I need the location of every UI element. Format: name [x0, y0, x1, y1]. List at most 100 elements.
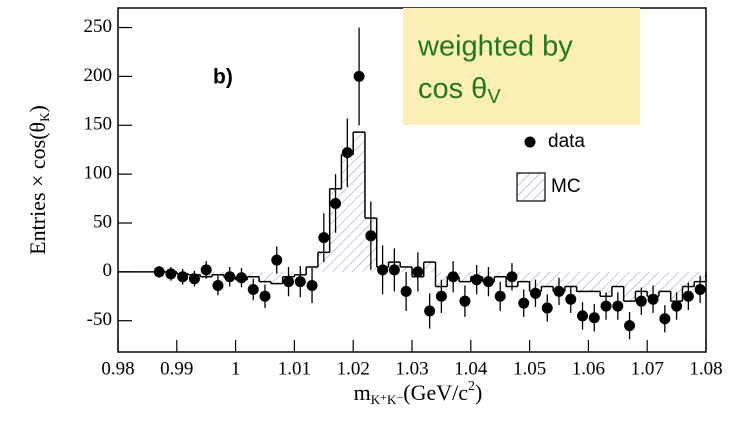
- y-tick-label: 100: [84, 162, 113, 183]
- x-tick-label: 1.04: [454, 358, 488, 379]
- data-point: [494, 290, 506, 302]
- hist-fill: [564, 271, 577, 287]
- x-label-sup: 2: [468, 379, 475, 394]
- data-point: [318, 232, 330, 244]
- data-point: [283, 276, 295, 288]
- data-point: [647, 293, 659, 305]
- data-point: [153, 266, 165, 278]
- data-point: [588, 312, 600, 324]
- hist-fill: [588, 271, 601, 292]
- data-point: [294, 276, 306, 288]
- hist-fill: [459, 271, 471, 282]
- x-label-text: m: [354, 380, 371, 405]
- hist-fill: [270, 271, 283, 284]
- data-point: [177, 271, 189, 283]
- y-tick-label: 50: [93, 211, 112, 232]
- data-point: [459, 295, 471, 307]
- data-point: [518, 297, 530, 309]
- data-point: [165, 268, 177, 280]
- hist-fill: [541, 271, 554, 287]
- hist-fill: [576, 271, 589, 292]
- x-tick-label: 1.07: [631, 358, 664, 379]
- data-point: [259, 290, 271, 302]
- hist-fill: [670, 271, 683, 302]
- y-tick-label: 200: [84, 65, 113, 86]
- data-point: [306, 280, 318, 292]
- y-label-sub: K: [37, 112, 52, 122]
- data-point: [365, 230, 377, 242]
- hist-fill: [435, 271, 448, 287]
- legend-marker: [516, 172, 546, 202]
- x-label-text: (GeV/c: [403, 380, 468, 405]
- x-axis-label: mK⁺K⁻(GeV/c2): [354, 379, 483, 407]
- data-point: [694, 283, 706, 295]
- data-point: [541, 302, 553, 314]
- data-point: [271, 254, 283, 266]
- data-point: [353, 70, 365, 82]
- hist-fill: [658, 271, 671, 292]
- x-tick-label: 1.05: [513, 358, 546, 379]
- x-label-text: ): [475, 380, 482, 405]
- hist-fill: [341, 154, 354, 272]
- hist-fill: [494, 271, 507, 277]
- data-point: [341, 147, 353, 159]
- hist-fill: [647, 271, 659, 297]
- hist-fill: [423, 262, 436, 272]
- annotation-text: cos θ: [418, 73, 487, 105]
- hist-fill: [635, 271, 648, 292]
- data-point: [635, 295, 647, 307]
- data-point: [377, 264, 389, 276]
- data-point: [577, 310, 589, 322]
- data-point: [624, 320, 636, 332]
- data-point: [471, 274, 483, 286]
- legend-label: MC: [551, 176, 581, 197]
- x-tick-label: 0.99: [160, 358, 193, 379]
- data-point: [600, 300, 612, 312]
- data-point: [400, 285, 412, 297]
- data-point: [612, 300, 624, 312]
- panel-label: b): [213, 66, 233, 89]
- data-point: [388, 264, 400, 276]
- hist-fill: [682, 271, 695, 287]
- data-point: [235, 272, 247, 284]
- hist-fill: [400, 266, 412, 272]
- data-point: [330, 197, 342, 209]
- hist-fill: [353, 132, 365, 272]
- data-point: [553, 285, 565, 297]
- hist-fill: [611, 271, 624, 287]
- hist-fill: [600, 271, 612, 297]
- annotation-box: [403, 8, 640, 125]
- y-tick-label: -50: [87, 309, 112, 330]
- x-tick-label: 1.01: [278, 358, 311, 379]
- y-label-text: ): [25, 105, 50, 112]
- data-point: [671, 300, 683, 312]
- data-point: [212, 280, 224, 292]
- data-point: [565, 293, 577, 305]
- y-tick-label: 150: [84, 114, 113, 135]
- y-axis-label: Entries × cos(θK): [25, 105, 52, 255]
- x-tick-label: 0.98: [101, 358, 134, 379]
- y-tick-label: 250: [84, 16, 113, 37]
- annotation: cos θV: [418, 73, 501, 109]
- x-tick-label: 1.06: [572, 358, 605, 379]
- hist-fill: [517, 271, 530, 282]
- data-point: [412, 266, 424, 278]
- data-point: [447, 271, 459, 283]
- data-point: [659, 313, 671, 325]
- y-label-text: Entries × cos(θ: [25, 122, 50, 255]
- legend-label: data: [548, 131, 585, 152]
- y-tick-label: 0: [103, 260, 113, 281]
- data-point: [482, 276, 494, 288]
- x-tick-label: 1.08: [689, 358, 722, 379]
- legend-marker: [524, 136, 536, 148]
- hist-fill: [247, 271, 260, 277]
- x-tick-label: 1.03: [395, 358, 428, 379]
- plot-area: [118, 27, 707, 340]
- data-point: [424, 305, 436, 317]
- x-tick-label: 1: [231, 358, 241, 379]
- annotation-sub: V: [487, 86, 501, 108]
- x-label-sub: K⁺K⁻: [371, 392, 404, 407]
- legend: data MC: [516, 131, 585, 202]
- annotation: weighted by: [417, 31, 573, 63]
